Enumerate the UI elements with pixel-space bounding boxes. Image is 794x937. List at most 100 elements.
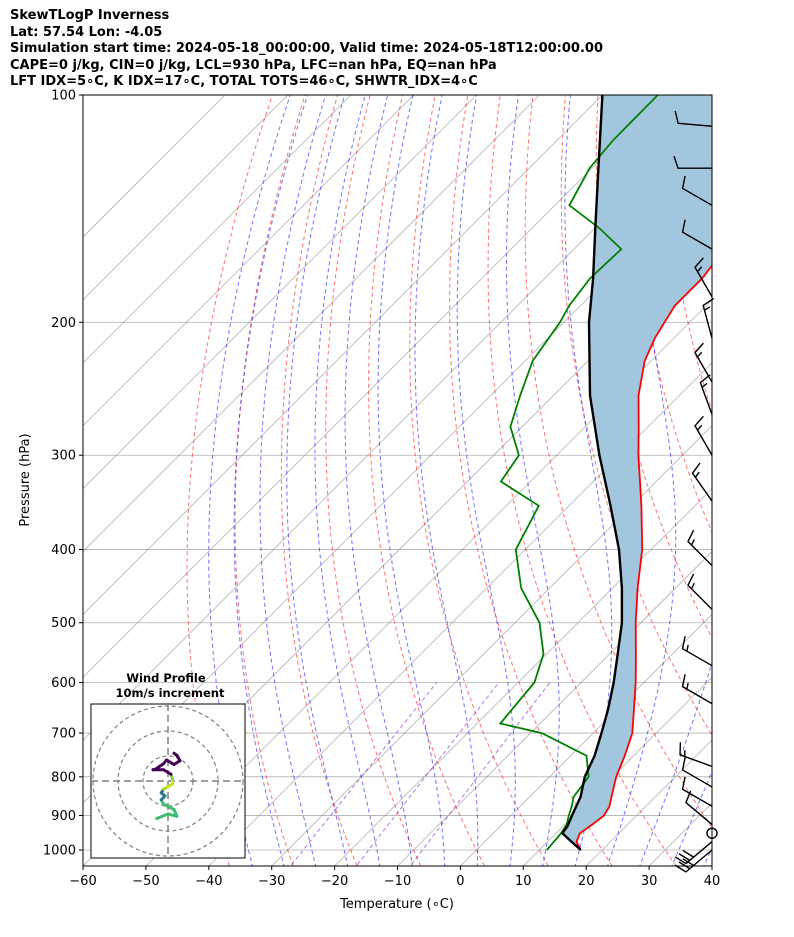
y-tick-label: 1000 [43, 844, 76, 859]
isotherm-line [83, 95, 289, 301]
wind-barb-staff [691, 472, 713, 502]
index-line: LFT IDX=5∘C, K IDX=17∘C, TOTAL TOTS=46∘C… [10, 74, 478, 89]
x-tick-label: −20 [321, 874, 348, 889]
x-tick-label: −10 [384, 874, 411, 889]
dry-adiabat [761, 95, 794, 866]
moist-adiabat [208, 95, 291, 866]
dry-adiabat [409, 95, 549, 866]
wind-barb-flag [681, 175, 686, 189]
axis-ticks: −60 −50 −40 −30 −20 −10 0 10 20 30 40 1000 900 800 700… [43, 89, 720, 890]
y-tick-label: 100 [51, 89, 76, 104]
x-tick-label: 30 [641, 874, 658, 889]
y-tick-label: 700 [51, 727, 76, 742]
wind-barb-staff [681, 788, 713, 807]
wind-barb-staff [681, 231, 713, 250]
mixing-ratio-line [355, 682, 500, 866]
isotherm-line [83, 95, 603, 615]
instability-shading [562, 95, 712, 850]
moist-adiabat [377, 95, 446, 866]
wind-barb-staff [681, 647, 713, 667]
x-tick-label: −40 [195, 874, 222, 889]
moist-adiabat [344, 95, 413, 866]
wind-barb-half-flag [686, 644, 689, 652]
wind-barb-staff [685, 849, 713, 873]
dry-adiabat [234, 95, 306, 866]
hodograph-segment [155, 812, 170, 820]
wind-barb-staff [677, 122, 713, 127]
wind-barb-staff [699, 381, 713, 416]
profile-lines [498, 95, 712, 851]
wind-barb-flag [678, 861, 691, 870]
wind-barb-flag [681, 757, 686, 771]
moist-adiabat [414, 95, 479, 866]
wind-barb-staff [681, 769, 713, 788]
hodograph-subtitle: 10m/s increment [116, 686, 225, 700]
wind-barb-flag [681, 636, 686, 649]
x-tick-label: −50 [132, 874, 159, 889]
dry-adiabat [186, 95, 273, 866]
x-tick-label: −30 [258, 874, 285, 889]
dry-adiabat [368, 95, 485, 866]
hodograph-title: Wind Profile [126, 671, 206, 685]
wind-barbs [673, 110, 718, 873]
wind-barb-flag [674, 856, 687, 865]
wind-barb-half-flag [696, 351, 703, 358]
dry-adiabat [728, 95, 794, 866]
moist-adiabat [606, 95, 677, 866]
wind-barb-staff [694, 266, 713, 298]
wind-barb-staff [685, 801, 713, 826]
wind-barb-staff [681, 187, 713, 207]
moist-adiabat [456, 95, 516, 866]
parcel-line [560, 95, 624, 851]
wind-barb-flag [694, 342, 704, 354]
chart-header: SkewTLogP Inverness Lat: 57.54 Lon: -4.0… [10, 8, 603, 91]
isotherm-line [83, 95, 352, 364]
moist-adiabat [259, 95, 327, 866]
calm-wind-circle [706, 827, 718, 839]
wind-barb-flag [694, 257, 704, 268]
wind-barb-half-flag [690, 582, 695, 590]
y-tick-label: 900 [51, 809, 76, 824]
hodograph-segment [162, 802, 176, 811]
x-tick-label: 10 [515, 874, 532, 889]
wind-barb-flag [681, 219, 686, 233]
wind-barb-half-flag [696, 266, 703, 273]
isotherm-line [711, 865, 712, 866]
location-line: Lat: 57.54 Lon: -4.05 [10, 24, 163, 40]
cape-line: CAPE=0 j/kg, CIN=0 j/kg, LCL=930 hPa, LF… [10, 57, 497, 73]
isotherm-line [523, 676, 712, 866]
y-tick-label: 500 [51, 616, 76, 631]
isotherm-line [83, 95, 666, 678]
dry-adiabat [449, 95, 613, 866]
dry-adiabat [325, 95, 422, 866]
wind-barb-staff [702, 304, 713, 339]
wind-barb-flag [674, 864, 687, 873]
x-axis-label: Temperature (∘C) [339, 897, 454, 912]
wind-barb-staff [681, 685, 713, 705]
isotherm-line [83, 95, 226, 238]
wind-barb-half-flag [701, 382, 708, 388]
moist-adiabat [233, 95, 309, 866]
dry-adiabat [629, 95, 712, 534]
isotherm-line [334, 488, 712, 866]
y-tick-label: 600 [51, 676, 76, 691]
wind-barb-flag [674, 110, 679, 124]
moist-adiabat [506, 95, 560, 866]
isotherm-line [271, 425, 712, 866]
wind-barb-staff [679, 754, 713, 768]
wind-barb-flag [694, 415, 704, 427]
x-tick-label: 0 [456, 874, 464, 889]
moist-adiabat [671, 770, 712, 866]
time-line: Simulation start time: 2024-05-18_00:00:… [10, 41, 603, 56]
moist-adiabat [639, 660, 712, 866]
wind-barb-half-flag [704, 306, 711, 311]
wind-barb-staff [685, 841, 713, 865]
isotherm-line [83, 95, 414, 427]
x-tick-label: 40 [704, 874, 721, 889]
y-tick-label: 400 [51, 543, 76, 558]
chart-title: SkewTLogP Inverness [10, 8, 170, 23]
wind-barb-flag [691, 462, 701, 474]
moist-adiabat [286, 95, 349, 866]
wind-barb-flag [678, 853, 691, 861]
isotherm-line [397, 550, 712, 866]
